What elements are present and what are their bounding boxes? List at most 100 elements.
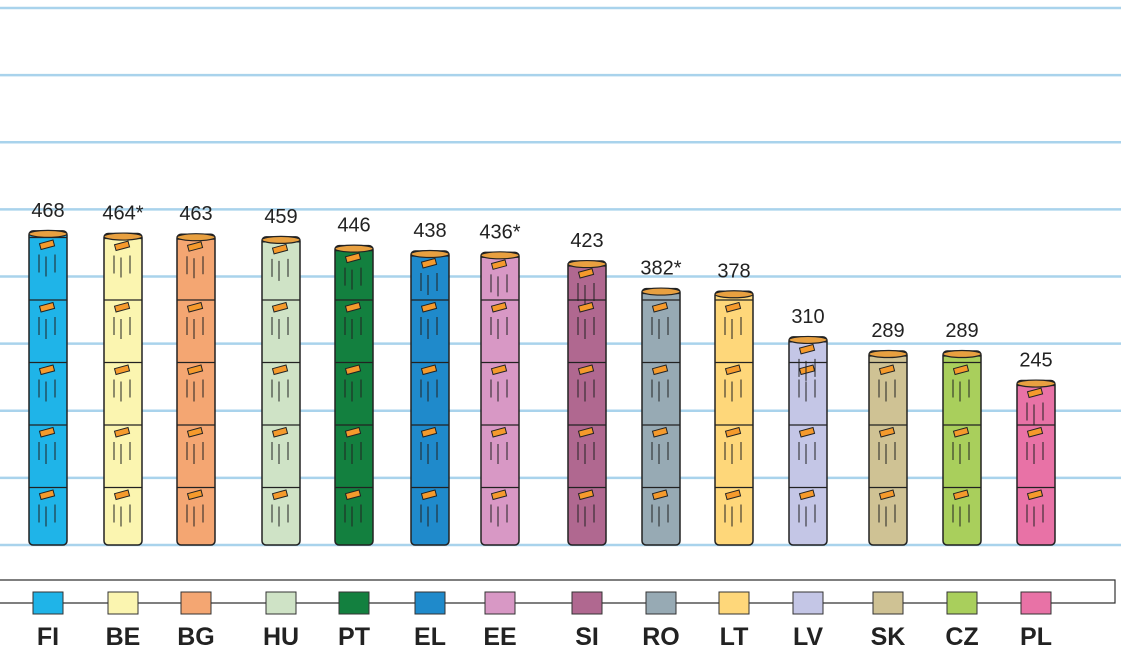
bin-lid xyxy=(261,235,301,244)
bin-stack xyxy=(1016,379,1056,546)
bin-lines xyxy=(798,442,816,464)
bin-lines xyxy=(952,442,970,464)
bin-tag xyxy=(113,240,131,252)
bin-lines xyxy=(577,283,595,306)
bin-lid xyxy=(641,287,681,296)
bar xyxy=(868,350,908,546)
bin-stack xyxy=(942,349,982,546)
bin-lines xyxy=(186,317,204,339)
legend-swatch xyxy=(484,591,516,615)
bin-lines xyxy=(724,317,742,339)
bin-lines xyxy=(38,379,56,402)
bin-lines xyxy=(878,504,896,527)
bin-lines xyxy=(113,504,131,527)
bin-lines xyxy=(38,317,56,339)
bin-tag xyxy=(271,426,289,438)
x-tick-label: SK xyxy=(871,623,906,651)
bin-lines xyxy=(271,504,289,527)
bin-lines xyxy=(271,379,289,402)
bin-tag xyxy=(952,426,970,438)
bin-tag xyxy=(724,489,742,501)
value-label: 423 xyxy=(570,230,603,252)
bar xyxy=(714,290,754,546)
bin-stack xyxy=(480,251,520,546)
bin-lines xyxy=(420,317,438,339)
bin-lines xyxy=(798,379,816,402)
x-tick-label: CZ xyxy=(945,623,978,651)
bar xyxy=(641,287,681,546)
bin-lines xyxy=(577,442,595,464)
value-label: 459 xyxy=(264,206,297,228)
bin-tag xyxy=(186,489,204,501)
bin-lines xyxy=(490,274,508,297)
bin-lines xyxy=(420,504,438,527)
value-label: 382* xyxy=(640,258,681,280)
bin-tag xyxy=(186,364,204,376)
bin-lines xyxy=(186,442,204,464)
bin-lines xyxy=(952,379,970,402)
bin-lid xyxy=(1016,379,1056,388)
bin-lines xyxy=(186,504,204,527)
bin-stack xyxy=(176,233,216,546)
bin-stack xyxy=(868,349,908,546)
legend-swatch xyxy=(872,591,904,615)
bin-lid xyxy=(334,244,374,253)
bin-lines xyxy=(798,358,816,381)
bin-lines xyxy=(651,379,669,402)
bin-tag xyxy=(651,489,669,501)
value-label: 289 xyxy=(871,320,904,342)
legend-bracket xyxy=(0,579,1116,604)
legend-swatch xyxy=(180,591,212,615)
x-tick-label: FI xyxy=(37,623,59,651)
bin-lines xyxy=(271,317,289,339)
x-tick-label: BE xyxy=(106,623,141,651)
bin-lines xyxy=(420,442,438,464)
bin-lines xyxy=(113,255,131,278)
bin-lines xyxy=(420,379,438,402)
bin-lines xyxy=(724,442,742,464)
value-label: 378 xyxy=(717,260,750,282)
bar xyxy=(334,244,374,546)
legend-swatch xyxy=(265,591,297,615)
bin-lines xyxy=(113,442,131,464)
bin-tag xyxy=(577,364,595,376)
bin-stack xyxy=(334,244,374,546)
bin-lines xyxy=(113,317,131,339)
bin-stack xyxy=(567,259,607,546)
bin-lines xyxy=(577,379,595,402)
bin-tag xyxy=(344,252,362,264)
bin-tag xyxy=(490,259,508,270)
bin-lines xyxy=(186,256,204,279)
bin-lid xyxy=(942,349,982,359)
bin-lines xyxy=(344,267,362,290)
bin-tag xyxy=(38,426,56,438)
bin-lid xyxy=(103,232,143,241)
bin-tag xyxy=(490,364,508,376)
bin-stack xyxy=(714,290,754,546)
bin-tag xyxy=(651,426,669,438)
x-tick-label: SI xyxy=(575,623,599,651)
bin-tag xyxy=(490,301,508,313)
bin-tag xyxy=(724,426,742,438)
bar xyxy=(1016,379,1056,546)
x-tick-label: PT xyxy=(338,623,370,651)
bin-tag xyxy=(344,364,362,376)
bin-tag xyxy=(344,426,362,438)
bin-lid xyxy=(714,290,754,299)
bin-stack xyxy=(28,229,68,546)
legend-swatch xyxy=(645,591,677,615)
value-label: 464* xyxy=(102,203,143,225)
bin-lines xyxy=(651,442,669,464)
bin-tag xyxy=(420,364,438,376)
legend-swatch xyxy=(946,591,978,615)
legend-swatch xyxy=(718,591,750,615)
bin-tag xyxy=(344,489,362,501)
value-label: 468 xyxy=(31,200,64,222)
bin-lid xyxy=(176,233,216,242)
bin-lines xyxy=(344,379,362,402)
bin-lines xyxy=(651,504,669,527)
legend-swatch xyxy=(571,591,603,615)
bin-lid xyxy=(567,259,607,269)
bin-lines xyxy=(186,379,204,402)
legend-swatch xyxy=(107,591,139,615)
